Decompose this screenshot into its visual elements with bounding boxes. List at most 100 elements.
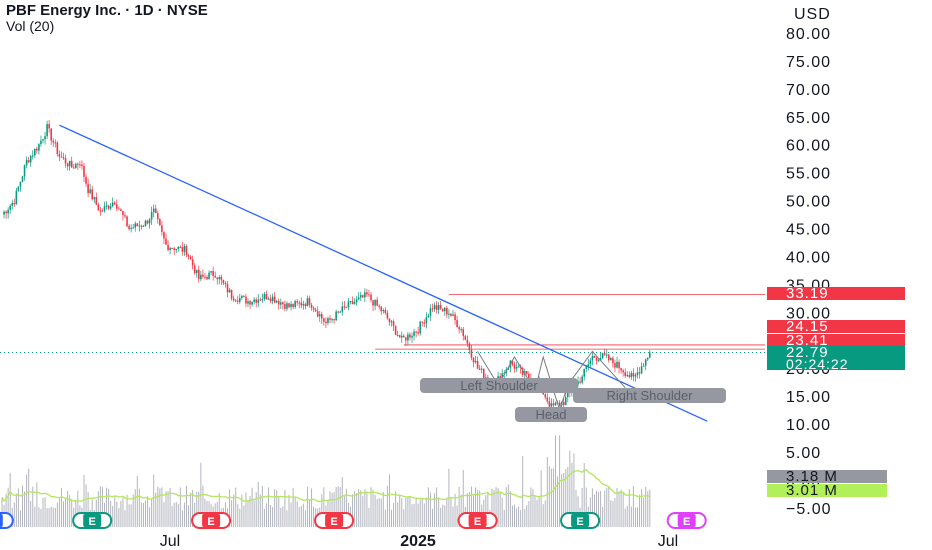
candle-body [25, 160, 28, 166]
candle-body [601, 353, 604, 359]
earnings-event-marker[interactable]: E [560, 512, 601, 529]
volume-bar [548, 466, 550, 527]
earnings-event-marker[interactable]: E [72, 512, 113, 529]
y-axis-tick-label: 5.00 [786, 445, 821, 462]
candle-body [597, 360, 600, 362]
volume-bar [309, 500, 310, 527]
candle-body [296, 301, 298, 303]
volume-bar [140, 502, 142, 527]
volume-bar [183, 502, 185, 527]
volume-bar [395, 491, 397, 527]
volume-bar [454, 493, 456, 527]
volume-bar [575, 490, 577, 527]
volume-bar [69, 494, 71, 527]
earnings-event-marker[interactable]: E [457, 512, 498, 529]
volume-bar [475, 487, 477, 527]
volume-bar [251, 487, 253, 527]
volume-bar [257, 481, 259, 527]
volume-bar [40, 508, 42, 527]
candle-body [413, 331, 415, 336]
candle-body [646, 357, 649, 360]
candle-body [48, 124, 50, 129]
volume-bar [501, 497, 503, 527]
volume-bar [247, 501, 249, 527]
candle-body [507, 367, 510, 370]
volume-bar [101, 487, 103, 527]
pattern-label: Right Shoulder [607, 388, 694, 403]
volume-bar [384, 509, 386, 527]
candle-body [72, 167, 75, 169]
earnings-event-marker[interactable]: E [191, 512, 232, 529]
candle-body [472, 357, 475, 363]
volume-bar [218, 493, 220, 527]
candle-body [405, 337, 407, 341]
y-axis-tick-label: 80.00 [786, 26, 831, 43]
volume-bar [386, 485, 388, 527]
earnings-event-marker[interactable]: E [314, 512, 355, 529]
candle-body [148, 219, 151, 224]
candle-body [612, 357, 614, 364]
currency-label[interactable]: USD [794, 6, 831, 23]
candle-body [364, 292, 366, 298]
candle-body [212, 271, 214, 276]
volume-bar [468, 491, 470, 527]
candle-body [179, 246, 182, 248]
candle-body [109, 206, 112, 209]
candle-body [210, 271, 212, 273]
candle-body [66, 163, 69, 167]
candle-body [544, 394, 547, 398]
volume-bar [343, 495, 345, 527]
volume-bar [87, 492, 89, 527]
volume-bar [532, 489, 534, 527]
candle-body [288, 303, 290, 308]
volume-bar [149, 507, 151, 527]
candle-body [433, 305, 436, 310]
candle-body [136, 223, 139, 227]
candle-body [614, 363, 616, 368]
volume-bar [229, 489, 231, 527]
volume-indicator-label[interactable]: Vol (20) [6, 18, 55, 34]
event-marker-letter: E [89, 516, 96, 528]
volume-bar [85, 484, 87, 527]
candle-body [400, 335, 403, 338]
volume-bar [485, 495, 487, 527]
candle-body [464, 336, 467, 340]
candle-body [640, 366, 643, 374]
candle-body [265, 294, 268, 300]
candle-body [595, 358, 598, 361]
earnings-event-marker[interactable]: E [666, 512, 707, 529]
volume-bar [432, 508, 433, 527]
candle-body [5, 211, 7, 214]
candle-body [351, 301, 354, 305]
candle-body [466, 339, 469, 344]
candle-body [638, 372, 641, 374]
volume-bar [261, 485, 263, 527]
volume-bar [577, 496, 579, 527]
volume-bar [639, 494, 641, 527]
event-marker-outline [0, 512, 14, 529]
volume-bar [411, 504, 413, 527]
candle-body [261, 299, 264, 301]
volume-bar [56, 502, 58, 527]
candle-body [355, 299, 358, 303]
volume-bar [116, 501, 118, 527]
candle-body [107, 205, 110, 209]
volume-bar [460, 494, 462, 527]
candle-body [435, 305, 438, 310]
candle-body [154, 208, 157, 214]
volume-bar [528, 501, 530, 527]
volume-bar [259, 494, 261, 527]
candle-body [585, 365, 588, 369]
volume-bar [376, 499, 378, 527]
event-marker-letter: E [683, 516, 690, 528]
volume-bar [153, 474, 155, 527]
volume-last-label: 3.18 M [786, 468, 838, 485]
earnings-event-marker[interactable]: D [0, 512, 14, 529]
volume-bar [507, 484, 509, 527]
candle-body [50, 128, 52, 141]
candle-body [642, 365, 645, 367]
candle-body [257, 299, 260, 303]
candle-body [456, 320, 458, 328]
volume-bar [249, 495, 251, 527]
